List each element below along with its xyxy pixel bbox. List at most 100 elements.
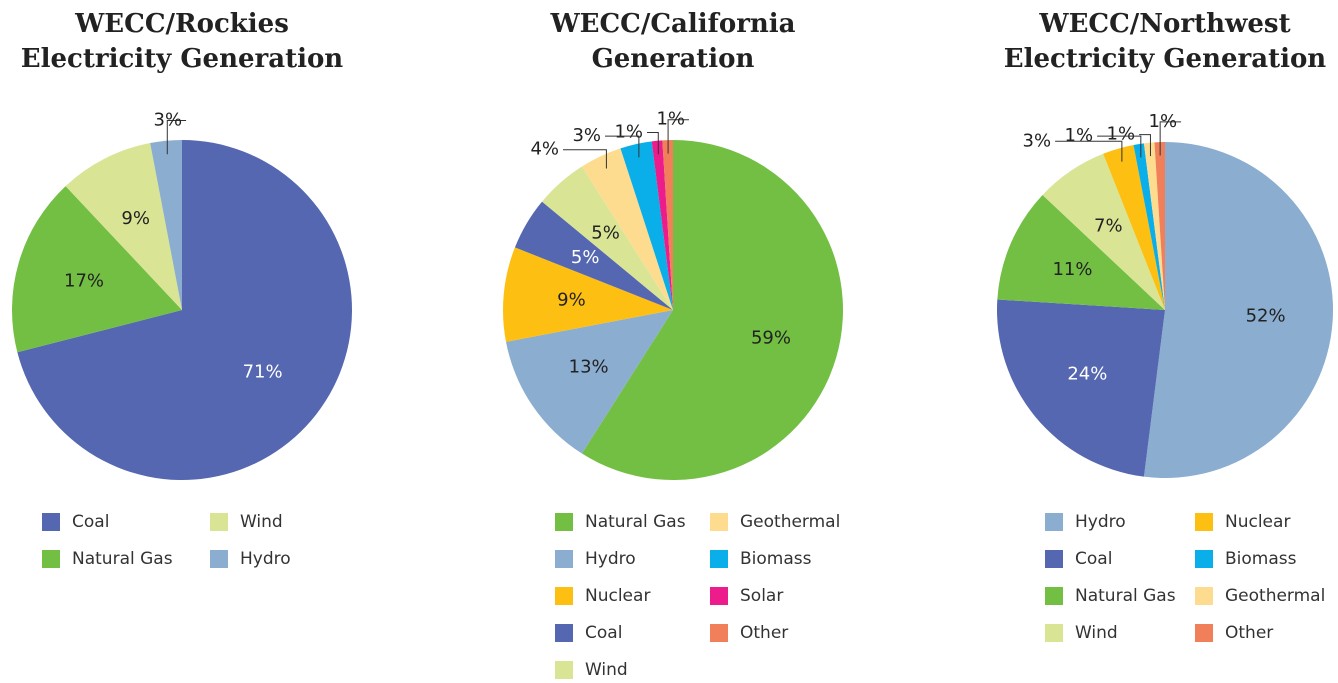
legend-label: Nuclear — [1225, 512, 1290, 532]
legend-label: Solar — [740, 586, 783, 606]
legend-swatch — [1045, 587, 1063, 605]
pie-slice — [620, 141, 673, 310]
data-label: 5% — [591, 222, 620, 243]
legend-label: Nuclear — [585, 586, 650, 606]
data-label: 4% — [530, 139, 559, 160]
legend-label: Hydro — [1075, 512, 1126, 532]
pie-slice — [581, 148, 673, 310]
legend-swatch — [1195, 550, 1213, 568]
pie-slice — [17, 140, 353, 480]
legend-label: Other — [1225, 623, 1273, 643]
legend-swatch — [710, 587, 728, 605]
legend-swatch — [710, 624, 728, 642]
legend-swatch — [1045, 550, 1063, 568]
pie-slice — [662, 140, 673, 310]
data-label: 3% — [1023, 130, 1052, 151]
pie-slice — [1154, 142, 1165, 310]
data-label: 1% — [1107, 124, 1136, 145]
leader-line — [647, 131, 659, 155]
legend-swatch — [1195, 513, 1213, 531]
legend-label: Hydro — [240, 549, 291, 569]
legend-label: Geothermal — [1225, 586, 1325, 606]
chart-title: Generation — [592, 44, 755, 74]
data-label: 11% — [1052, 259, 1092, 280]
chart-title: WECC/California — [549, 9, 795, 39]
data-label: 17% — [64, 271, 104, 292]
legend-swatch — [1045, 624, 1063, 642]
legend-swatch — [710, 513, 728, 531]
data-label: 3% — [154, 109, 183, 130]
legend-swatch — [1195, 587, 1213, 605]
pie-slice — [150, 140, 182, 310]
data-label: 5% — [571, 247, 600, 268]
data-label: 1% — [1065, 125, 1094, 146]
legend-label: Wind — [1075, 623, 1118, 643]
leader-line — [1139, 134, 1151, 157]
data-label: 1% — [656, 109, 685, 130]
legend-label: Biomass — [1225, 549, 1297, 569]
pie-slice — [581, 140, 843, 480]
pie-slice — [997, 194, 1165, 310]
pie-slice — [542, 166, 673, 310]
pie-slice — [1143, 142, 1333, 479]
chart-title: WECC/Rockies — [74, 9, 289, 39]
pie-slice — [1143, 142, 1165, 310]
chart-title: WECC/Northwest — [1038, 9, 1290, 39]
legend-label: Natural Gas — [1075, 586, 1176, 606]
legend-swatch — [555, 661, 573, 679]
data-label: 59% — [751, 327, 791, 348]
data-label: 24% — [1067, 363, 1107, 384]
legend-swatch — [210, 550, 228, 568]
data-label: 1% — [1149, 111, 1178, 132]
data-label: 1% — [614, 121, 643, 142]
legend-swatch — [1195, 624, 1213, 642]
leader-line — [1159, 121, 1182, 156]
leader-line — [1055, 140, 1123, 162]
legend-swatch — [210, 513, 228, 531]
chart-title: Electricity Generation — [1004, 44, 1326, 74]
legend-label: Natural Gas — [585, 512, 686, 532]
data-label: 13% — [569, 356, 609, 377]
legend-swatch — [710, 550, 728, 568]
legend-label: Hydro — [585, 549, 636, 569]
leader-line — [605, 135, 640, 158]
pie-slice — [1133, 143, 1165, 310]
data-label: 9% — [121, 208, 150, 229]
pie-slice — [651, 140, 673, 310]
legend-swatch — [555, 550, 573, 568]
leader-line — [563, 149, 607, 169]
leader-line — [166, 119, 187, 155]
pie-slice — [506, 310, 673, 454]
legend-label: Wind — [585, 660, 628, 680]
leader-line — [1097, 135, 1142, 158]
legend-label: Geothermal — [740, 512, 840, 532]
legend-label: Other — [740, 623, 788, 643]
pie-slice — [12, 186, 183, 353]
legend-label: Natural Gas — [72, 549, 173, 569]
data-label: 7% — [1094, 216, 1123, 237]
data-label: 71% — [243, 362, 283, 383]
pie-slice — [502, 247, 673, 342]
data-label: 3% — [572, 125, 601, 146]
leader-line — [667, 119, 690, 154]
legend-swatch — [555, 513, 573, 531]
pie-slice — [514, 201, 673, 310]
legend-label: Biomass — [740, 549, 812, 569]
chart-title: Electricity Generation — [21, 44, 343, 74]
data-label: 9% — [557, 289, 586, 310]
legend-swatch — [555, 587, 573, 605]
legend-swatch — [42, 550, 60, 568]
data-label: 52% — [1246, 305, 1286, 326]
pie-slice — [996, 299, 1165, 477]
pie-slice — [65, 143, 182, 310]
legend-label: Wind — [240, 512, 283, 532]
legend-swatch — [555, 624, 573, 642]
legend-swatch — [1045, 513, 1063, 531]
pie-slice — [1103, 144, 1165, 310]
pie-slice — [1042, 153, 1165, 310]
legend-swatch — [42, 513, 60, 531]
legend-label: Coal — [1075, 549, 1112, 569]
legend-label: Coal — [72, 512, 109, 532]
legend-label: Coal — [585, 623, 622, 643]
